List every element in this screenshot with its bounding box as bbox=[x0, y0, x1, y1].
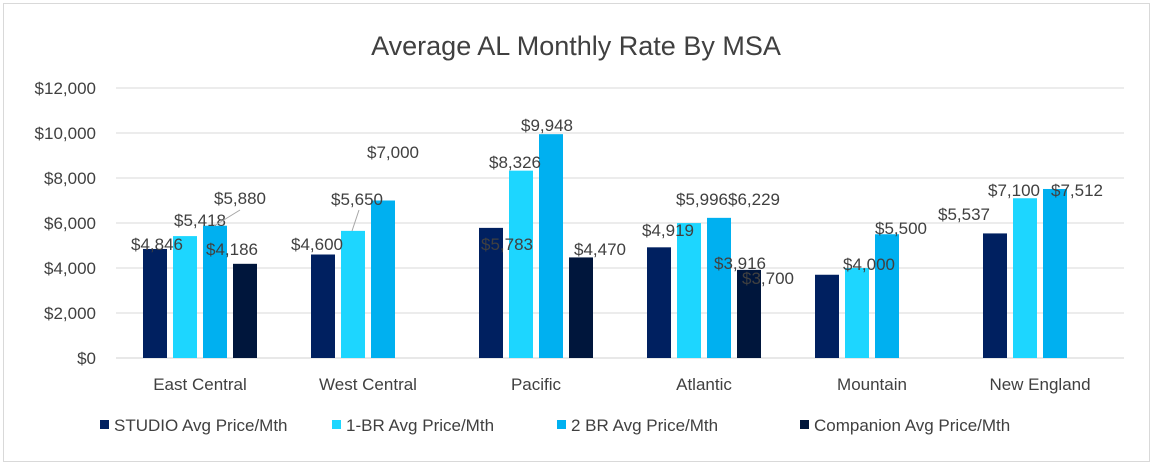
data-label: $5,783 bbox=[481, 235, 533, 254]
x-tick-label: Atlantic bbox=[676, 375, 732, 394]
bar bbox=[845, 268, 869, 358]
y-tick-label: $12,000 bbox=[35, 79, 96, 98]
bar bbox=[509, 170, 533, 358]
data-label: $4,846 bbox=[131, 235, 183, 254]
bar bbox=[1043, 188, 1067, 358]
data-label: $7,000 bbox=[367, 143, 419, 162]
data-label: $4,000 bbox=[843, 255, 895, 274]
data-label: $6,229 bbox=[728, 190, 780, 209]
legend-label: STUDIO Avg Price/Mth bbox=[114, 416, 288, 435]
x-tick-label: Pacific bbox=[511, 375, 562, 394]
data-label: $5,650 bbox=[331, 190, 383, 209]
bar bbox=[737, 269, 761, 358]
y-tick-label: $2,000 bbox=[44, 304, 96, 323]
bar bbox=[371, 200, 395, 358]
legend-swatch bbox=[332, 420, 341, 429]
x-tick-label: East Central bbox=[153, 375, 247, 394]
data-label: $9,948 bbox=[521, 116, 573, 135]
bar bbox=[233, 263, 257, 358]
data-label: $3,700 bbox=[742, 269, 794, 288]
legend-swatch bbox=[800, 420, 809, 429]
bar bbox=[983, 233, 1007, 358]
y-tick-label: $10,000 bbox=[35, 124, 96, 143]
data-label: $4,186 bbox=[206, 240, 258, 259]
bar bbox=[341, 230, 365, 358]
legend-label: 1-BR Avg Price/Mth bbox=[346, 416, 494, 435]
bar bbox=[875, 234, 899, 358]
bar bbox=[539, 134, 563, 358]
y-tick-label: $0 bbox=[77, 349, 96, 368]
legend-label: 2 BR Avg Price/Mth bbox=[571, 416, 718, 435]
y-tick-label: $4,000 bbox=[44, 259, 96, 278]
bar bbox=[203, 225, 227, 358]
data-label: $8,326 bbox=[489, 153, 541, 172]
data-label: $5,996 bbox=[676, 190, 728, 209]
chart-title: Average AL Monthly Rate By MSA bbox=[371, 31, 781, 61]
bar bbox=[173, 236, 197, 358]
y-tick-label: $6,000 bbox=[44, 214, 96, 233]
data-label: $4,470 bbox=[574, 240, 626, 259]
bar bbox=[143, 248, 167, 358]
x-tick-label: New England bbox=[989, 375, 1090, 394]
bar bbox=[569, 257, 593, 358]
bar bbox=[647, 247, 671, 358]
data-label: $5,500 bbox=[875, 219, 927, 238]
bar bbox=[311, 254, 335, 358]
x-tick-label: Mountain bbox=[837, 375, 907, 394]
data-label: $7,100 bbox=[988, 181, 1040, 200]
legend-swatch bbox=[100, 420, 109, 429]
y-tick-label: $8,000 bbox=[44, 169, 96, 188]
bar bbox=[479, 227, 503, 358]
x-tick-label: West Central bbox=[319, 375, 417, 394]
bar bbox=[815, 274, 839, 358]
data-label: $5,418 bbox=[174, 211, 226, 230]
data-label: $5,880 bbox=[214, 189, 266, 208]
legend-label: Companion Avg Price/Mth bbox=[814, 416, 1010, 435]
data-label: $3,916 bbox=[714, 254, 766, 273]
data-label: $4,600 bbox=[291, 235, 343, 254]
bar bbox=[677, 223, 701, 358]
chart-border bbox=[3, 3, 1150, 462]
leader-line bbox=[351, 209, 360, 232]
bar bbox=[1013, 198, 1037, 358]
bar bbox=[707, 217, 731, 358]
data-label: $4,919 bbox=[642, 221, 694, 240]
legend-swatch bbox=[557, 420, 566, 429]
data-label: $5,537 bbox=[938, 205, 990, 224]
leader-line bbox=[213, 209, 241, 227]
data-label: $7,512 bbox=[1051, 181, 1103, 200]
